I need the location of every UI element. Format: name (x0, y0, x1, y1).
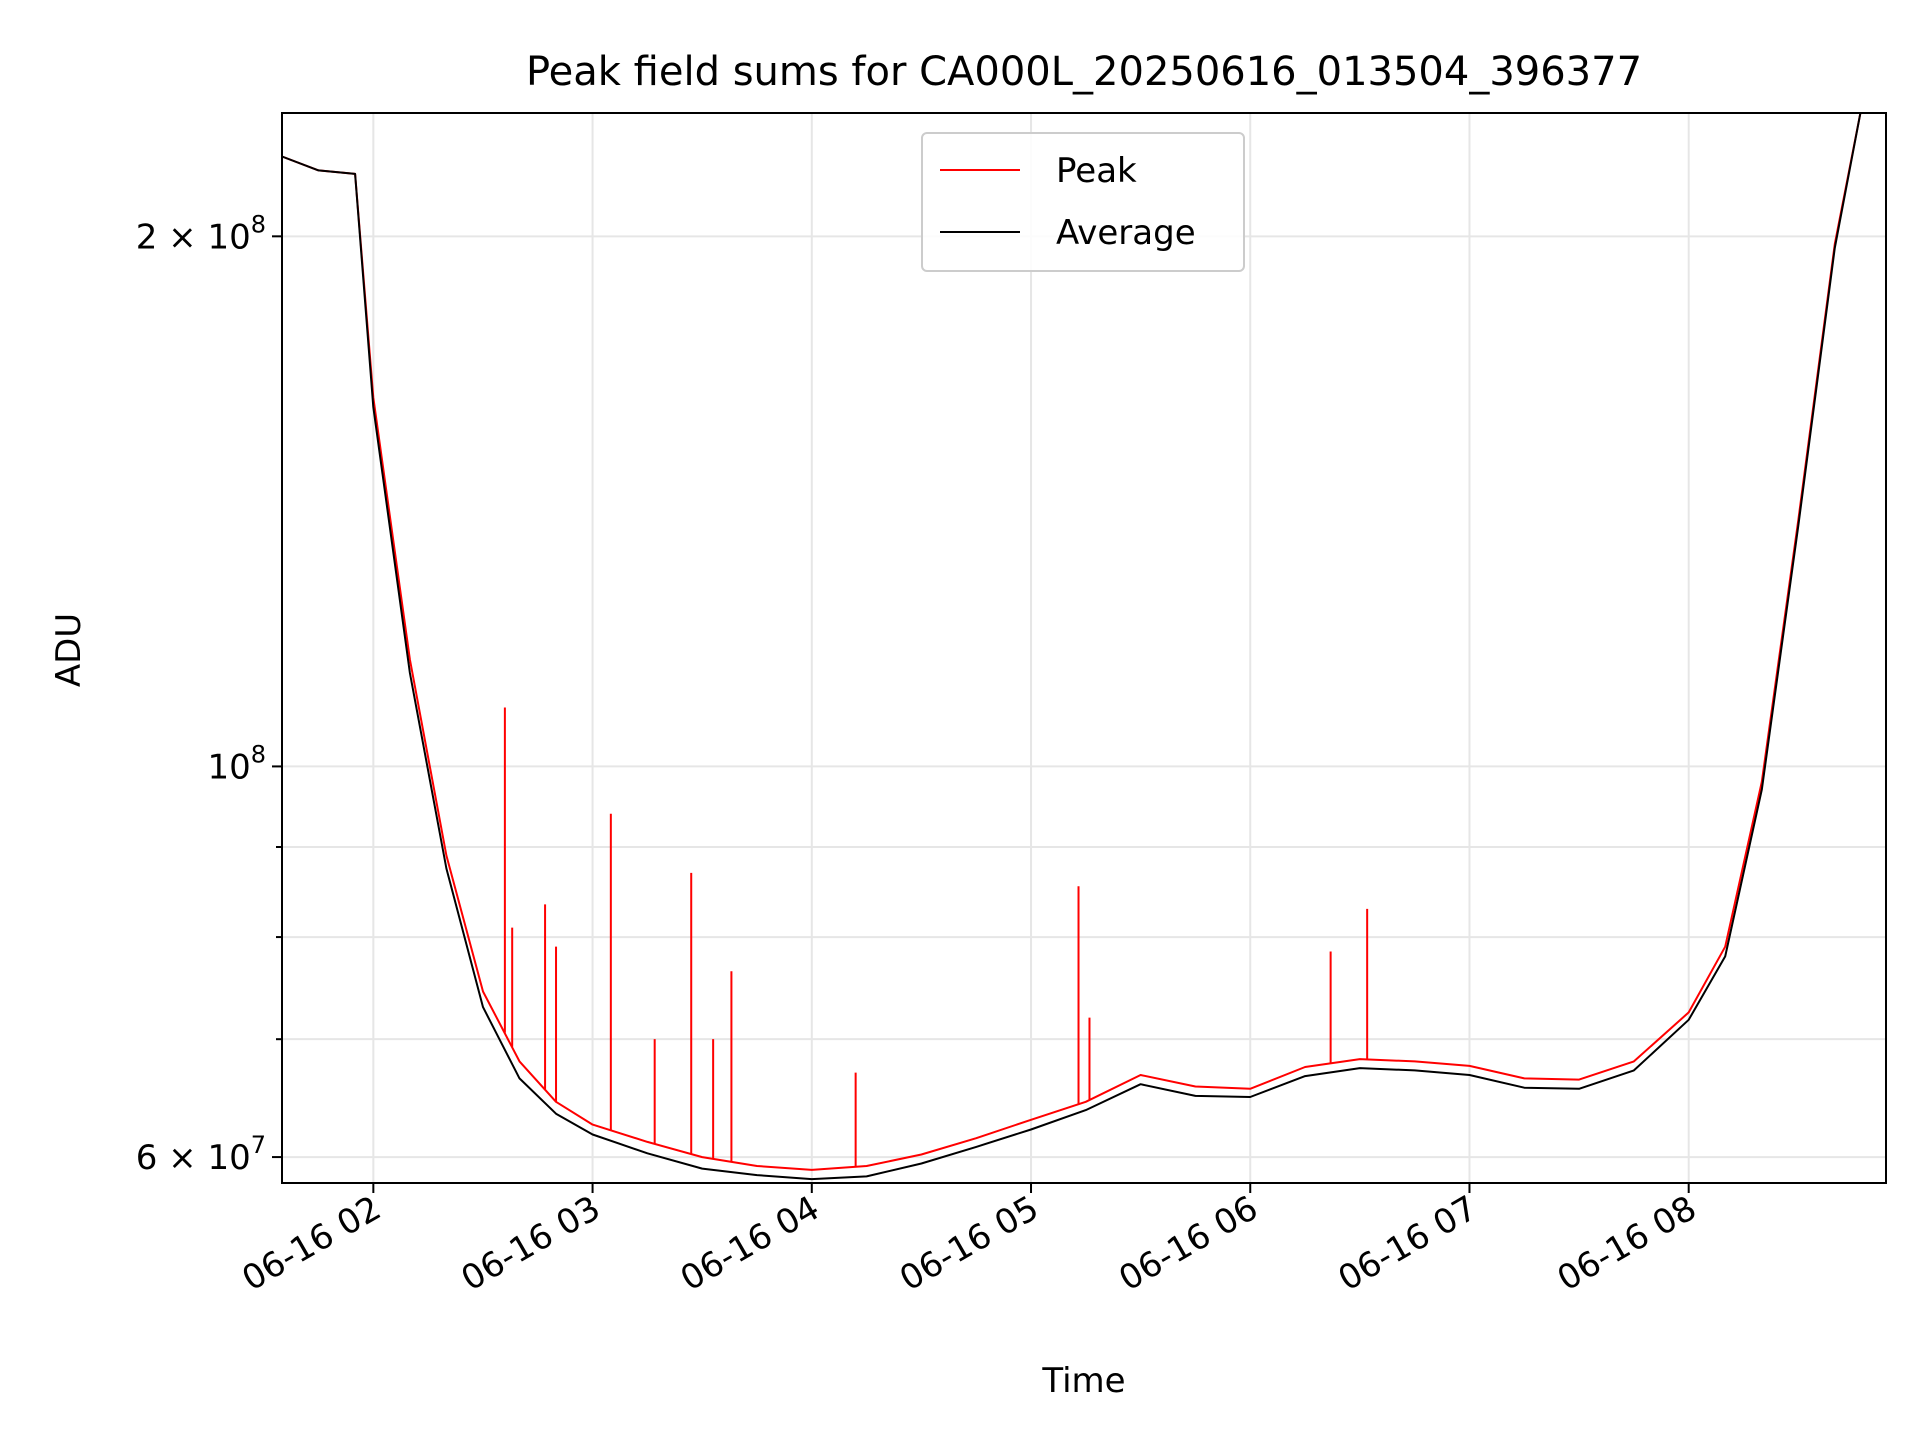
series-layer (281, 112, 1862, 1181)
y-tick-label: 108 (207, 740, 266, 787)
y-tick-base: 2 × 10 (136, 217, 251, 257)
legend-label-average: Average (1056, 213, 1196, 253)
y-tick-exponent: 8 (251, 210, 266, 238)
y-tick-label: 6 × 107 (136, 1131, 266, 1178)
chart-title: Peak field sums for CA000L_20250616_0135… (526, 49, 1642, 95)
plot-frame (281, 112, 1887, 1184)
legend: Peak Average (921, 132, 1245, 272)
y-tick-base: 6 × 10 (136, 1138, 251, 1178)
y-tick-label: 2 × 108 (136, 210, 266, 257)
series-line-average (281, 112, 1862, 1181)
y-axis-label: ADU (49, 613, 89, 687)
series-line-peak (281, 112, 1862, 1171)
legend-box (921, 132, 1245, 272)
y-tick-base: 10 (207, 747, 250, 787)
y-tick-exponent: 8 (251, 740, 266, 768)
x-axis-label: Time (1041, 1361, 1125, 1401)
y-tick-exponent: 7 (251, 1131, 266, 1159)
legend-label-peak: Peak (1056, 151, 1137, 191)
